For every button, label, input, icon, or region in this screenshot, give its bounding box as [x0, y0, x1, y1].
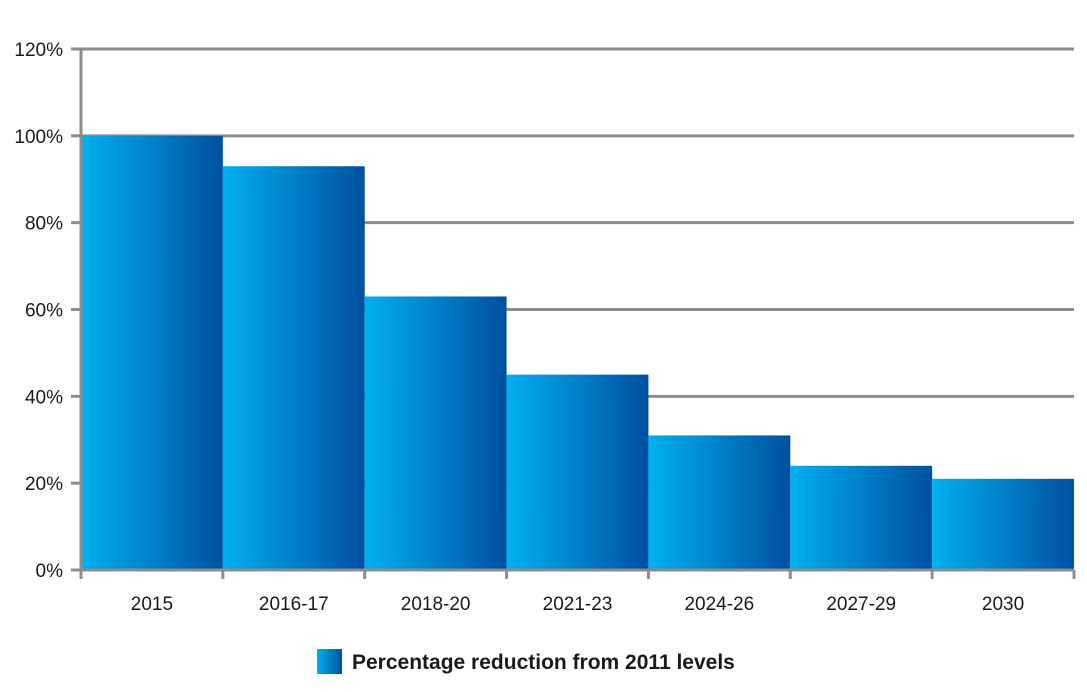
y-tick-label: 0%	[36, 561, 64, 582]
y-tick-label: 40%	[25, 387, 63, 408]
axes	[71, 47, 1076, 579]
bar-2027-29	[790, 465, 933, 570]
x-tick-label: 2015	[131, 594, 173, 615]
y-tick-label: 60%	[25, 301, 63, 322]
bar-2015	[81, 135, 223, 571]
x-tick-label: 2024-26	[684, 594, 754, 615]
x-tick-label: 2018-20	[401, 594, 471, 615]
legend: Percentage reduction from 2011 levels	[317, 649, 735, 674]
x-tick-label: 2021-23	[543, 594, 613, 615]
y-tick-labels: 0% 20% 40% 60% 80% 100% 120%	[14, 40, 63, 582]
bar-2016-17	[222, 166, 365, 570]
bar-2024-26	[648, 435, 791, 570]
y-tick-label: 120%	[14, 40, 63, 61]
y-tick-label: 100%	[14, 127, 63, 148]
legend-swatch	[317, 649, 342, 674]
bar-2030	[932, 478, 1074, 570]
y-tick-label: 20%	[25, 474, 63, 495]
x-category-labels: 2015 2016-17 2018-20 2021-23 2024-26 2027-29 2…	[131, 594, 1024, 615]
x-tick-label: 2030	[982, 594, 1024, 615]
legend-label: Percentage reduction from 2011 levels	[352, 651, 735, 674]
y-tick-label: 80%	[25, 214, 63, 235]
bar-2021-23	[506, 374, 649, 570]
bars	[81, 135, 1074, 571]
x-tick-label: 2027-29	[826, 594, 896, 615]
bar-2018-20	[364, 296, 507, 570]
x-tick-label: 2016-17	[259, 594, 329, 615]
